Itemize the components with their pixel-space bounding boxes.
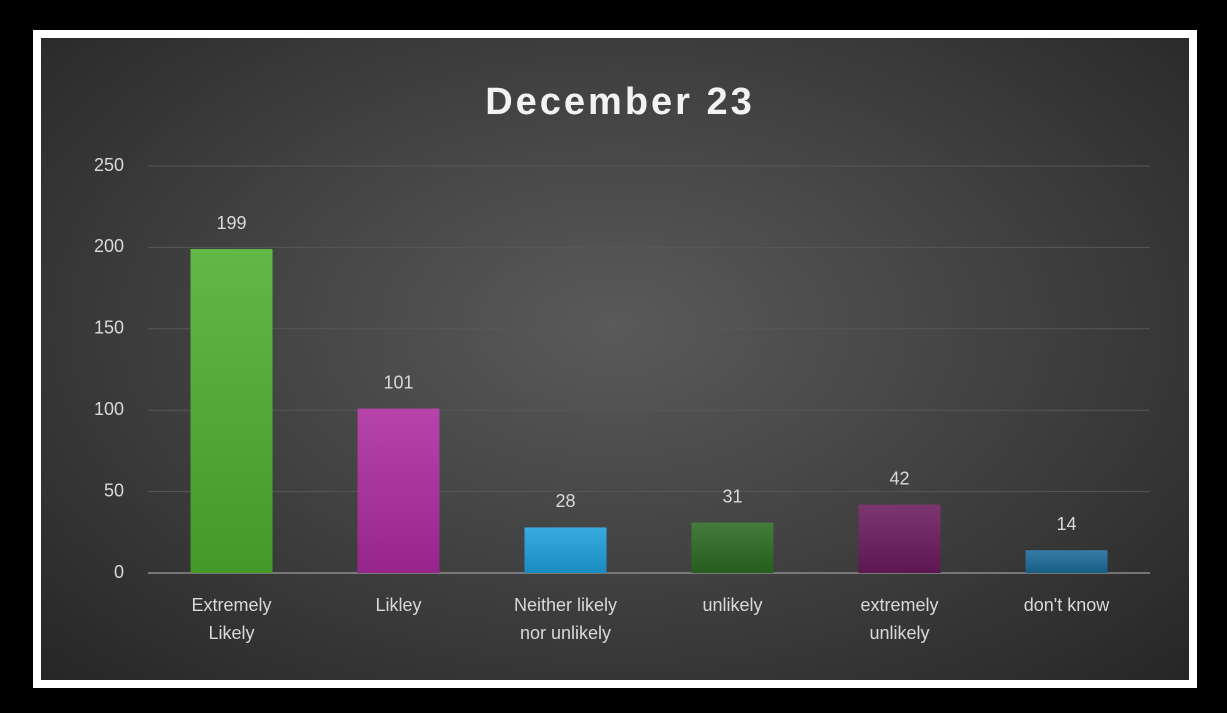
bar-shade — [190, 249, 273, 573]
x-tick-label: extremely unlikely — [860, 595, 939, 643]
x-tick-label: Extremely Likely — [191, 595, 272, 643]
data-label: 28 — [555, 491, 575, 511]
x-tick-label: Neither likely nor unlikely — [513, 595, 618, 643]
x-tick-label: don't know — [1023, 595, 1110, 615]
bar-shade — [524, 527, 607, 573]
y-tick-label: 100 — [94, 399, 124, 419]
data-label: 31 — [722, 486, 742, 506]
data-label: 199 — [216, 213, 246, 233]
y-tick-label: 250 — [94, 155, 124, 175]
data-label: 14 — [1056, 514, 1076, 534]
x-tick-label: Likley — [375, 595, 422, 615]
bar-shade — [691, 522, 774, 573]
y-tick-label: 0 — [114, 562, 124, 582]
bar-shade — [1025, 550, 1108, 573]
y-tick-label: 50 — [104, 480, 124, 500]
data-label: 42 — [889, 468, 909, 488]
chart-title: December 23 — [485, 81, 755, 123]
y-tick-label: 150 — [94, 318, 124, 338]
x-tick-label: unlikely — [702, 595, 763, 615]
data-label: 101 — [383, 372, 413, 392]
bar-shade — [357, 408, 440, 573]
y-tick-label: 200 — [94, 236, 124, 256]
bar-shade — [858, 504, 941, 573]
